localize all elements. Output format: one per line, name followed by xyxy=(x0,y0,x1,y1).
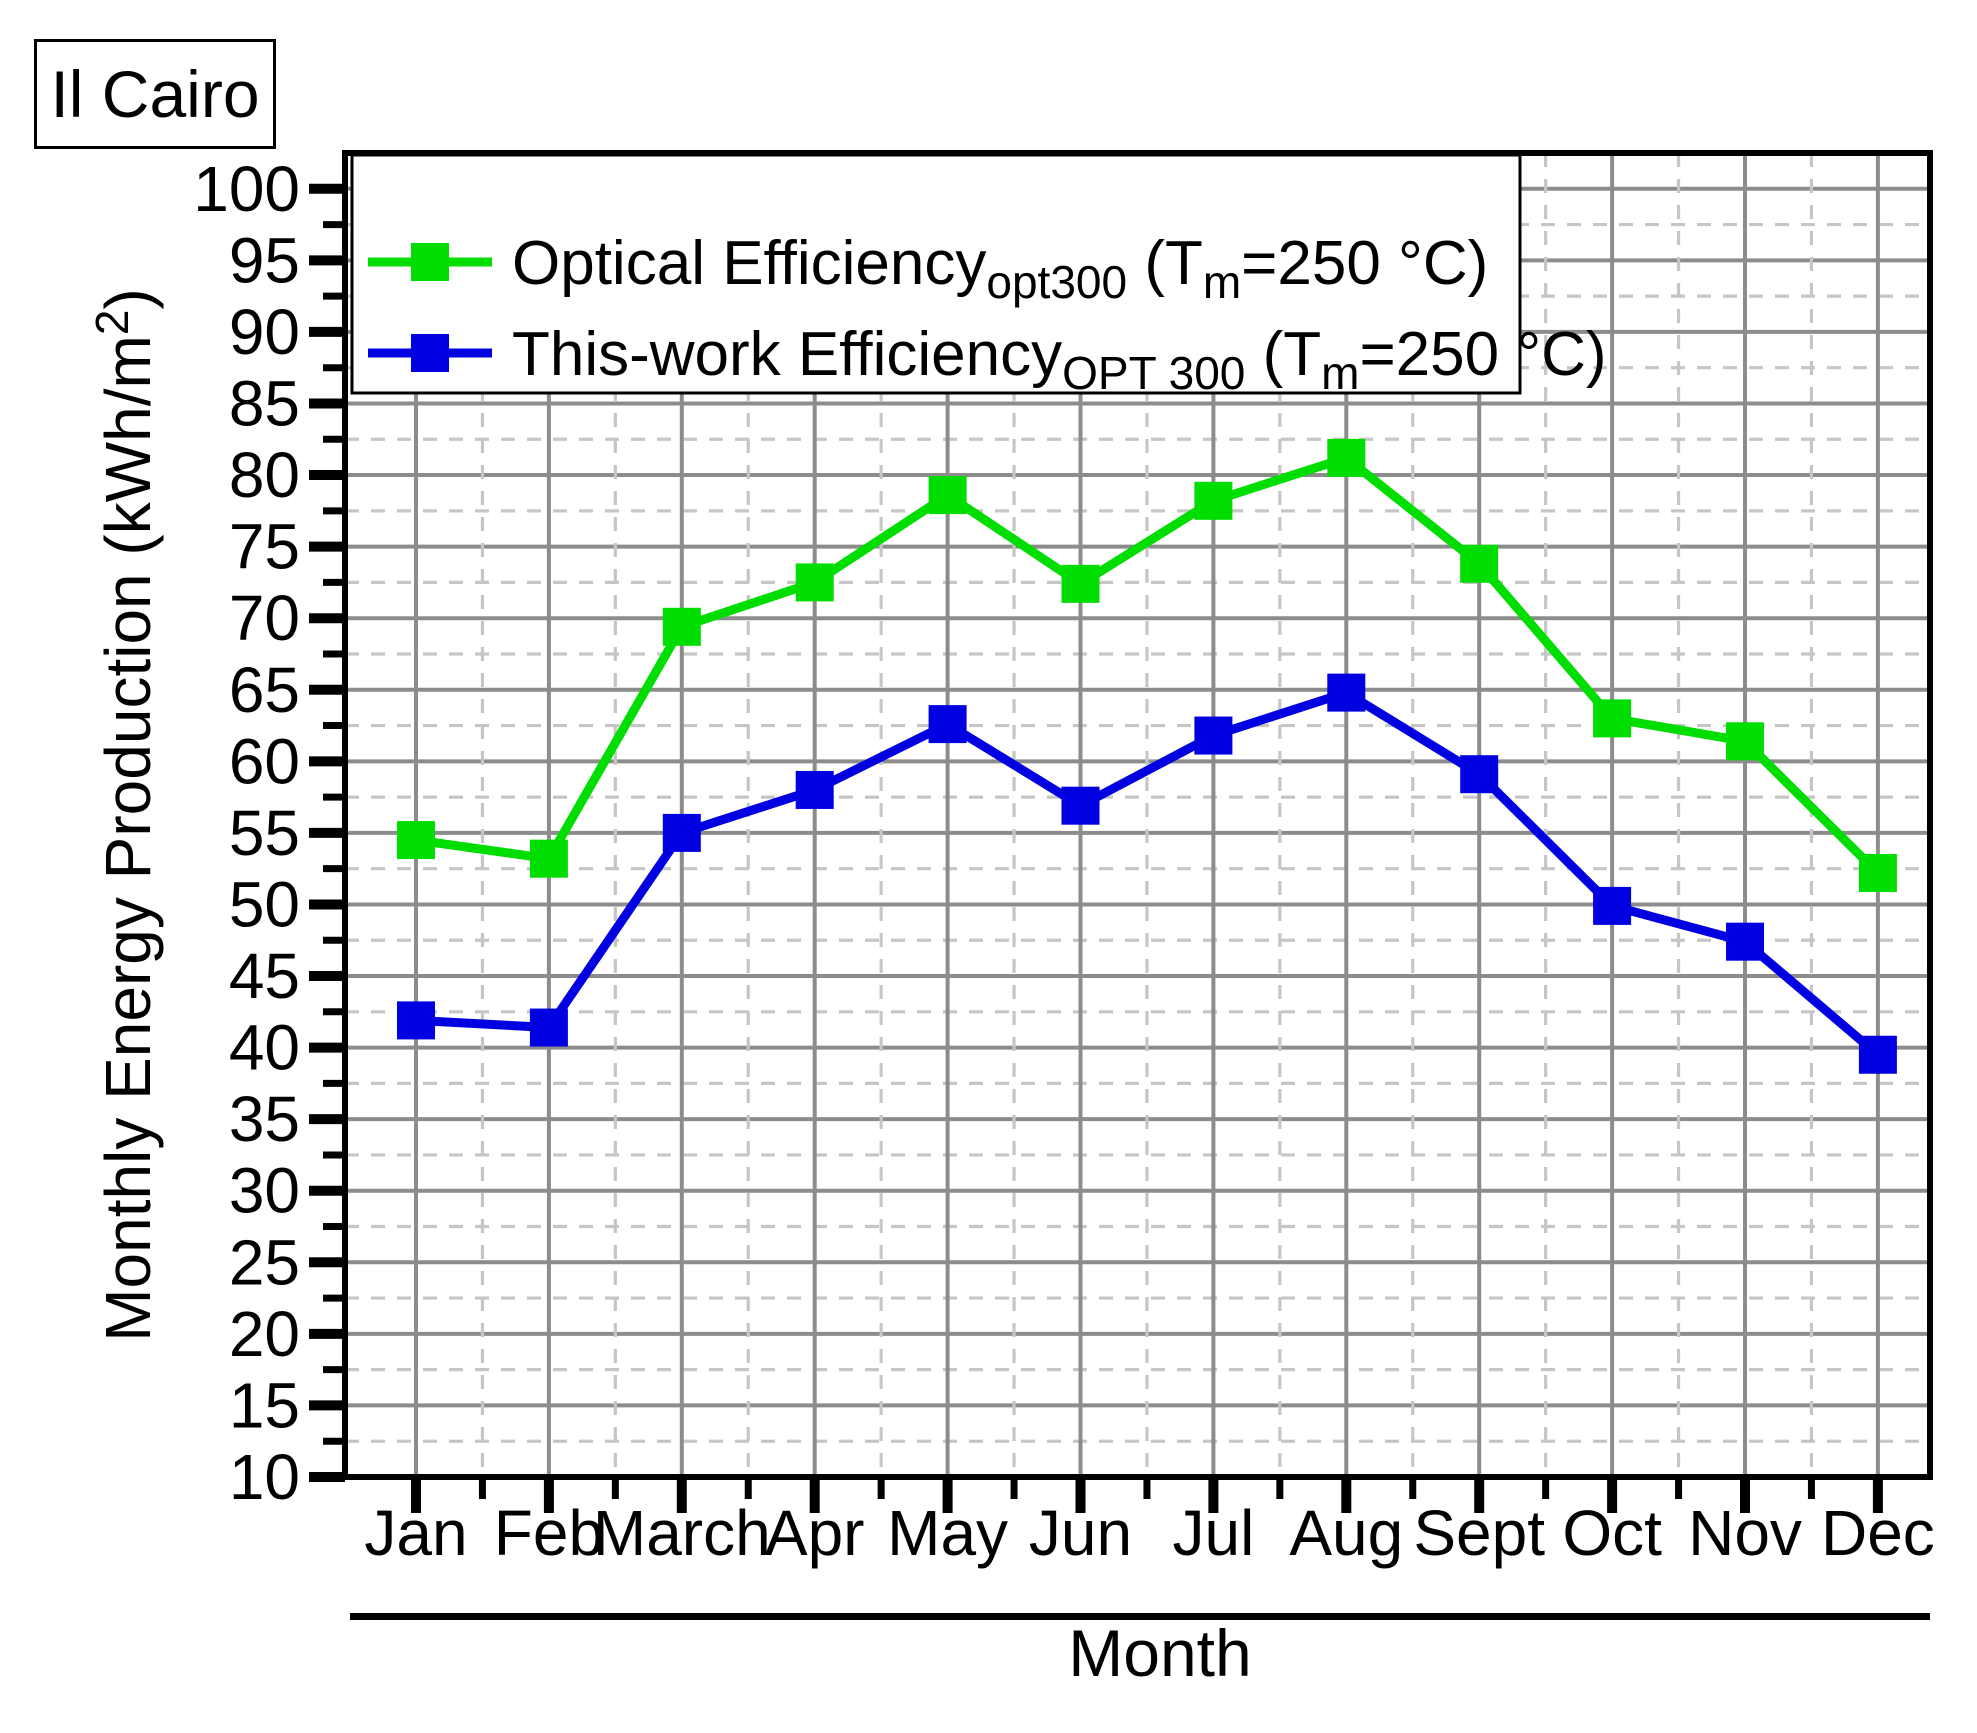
legend-label: Optical Efficiencyopt300 (Tm=250 °C) xyxy=(512,229,1488,308)
y-tick-label: 55 xyxy=(229,797,300,869)
y-tick-label: 20 xyxy=(229,1298,300,1370)
data-point-marker xyxy=(1061,786,1100,825)
data-point-marker xyxy=(1061,564,1100,603)
legend: Optical Efficiencyopt300 (Tm=250 °C) This… xyxy=(350,153,1607,399)
data-point-marker xyxy=(1726,722,1764,761)
plot-frame xyxy=(342,150,1933,1480)
x-axis-label: Month xyxy=(1068,1616,1251,1690)
x-tick-label: Feb xyxy=(494,1497,604,1569)
y-tick-label: 30 xyxy=(229,1155,300,1227)
y-axis-label: Monthly Energy Production (kWh/m2) xyxy=(86,288,164,1342)
data-point-marker xyxy=(795,770,834,809)
data-point-marker xyxy=(1858,853,1897,892)
data-point-marker xyxy=(795,563,834,602)
y-tick-label: 35 xyxy=(229,1083,300,1155)
x-tick-label: Jun xyxy=(1029,1497,1132,1569)
data-point-marker xyxy=(662,813,701,852)
bottom-axis-line xyxy=(350,1613,1930,1620)
y-tick-label: 50 xyxy=(229,868,300,940)
legend-marker-square xyxy=(411,334,449,372)
y-tick-label: 65 xyxy=(229,654,300,726)
x-tick-label: Aug xyxy=(1289,1497,1403,1569)
x-tick-label: Sept xyxy=(1413,1497,1545,1569)
legend-marker-square xyxy=(411,243,449,281)
y-tick-label: 80 xyxy=(229,439,300,511)
y-tick-label: 45 xyxy=(229,940,300,1012)
legend-entry: This-work EfficiencyOPT 300 (Tm=250 °C) xyxy=(368,320,1607,399)
data-point-marker xyxy=(397,821,435,860)
y-tick-label: 90 xyxy=(229,296,300,368)
y-tick-label: 10 xyxy=(229,1441,300,1513)
y-tick-label: 15 xyxy=(229,1369,300,1441)
data-point-marker xyxy=(1858,1035,1897,1074)
y-tick-label: 85 xyxy=(229,367,300,439)
data-point-marker xyxy=(1327,438,1366,477)
legend-box xyxy=(350,153,1522,395)
x-tick-label: Jul xyxy=(1172,1497,1254,1569)
y-tick-label: 60 xyxy=(229,725,300,797)
y-tick-label: 75 xyxy=(229,511,300,583)
y-tick-label: 40 xyxy=(229,1012,300,1084)
data-point-marker xyxy=(397,1001,435,1040)
data-point-marker xyxy=(1593,886,1632,925)
y-tick-label: 100 xyxy=(193,153,300,225)
data-point-marker xyxy=(1327,673,1366,712)
data-point-marker xyxy=(1726,922,1764,961)
data-point-marker xyxy=(529,1008,568,1047)
x-tick-label: Jan xyxy=(364,1497,467,1569)
series-optical xyxy=(397,438,1897,892)
x-tick-label: May xyxy=(887,1497,1008,1569)
data-point-marker xyxy=(1460,544,1499,583)
chart-title: Il Cairo xyxy=(50,57,260,131)
y-tick-label: 70 xyxy=(229,582,300,654)
y-tick-label: 25 xyxy=(229,1226,300,1298)
x-tick-label: Apr xyxy=(765,1497,865,1569)
data-point-marker xyxy=(529,839,568,878)
y-tick-label: 95 xyxy=(229,224,300,296)
x-tick-label: March xyxy=(593,1497,771,1569)
data-point-marker xyxy=(1194,716,1233,755)
x-tick-label: Oct xyxy=(1562,1497,1662,1569)
x-tick-label: Dec xyxy=(1821,1497,1935,1569)
x-tick-label: Nov xyxy=(1688,1497,1802,1569)
legend-label: This-work EfficiencyOPT 300 (Tm=250 °C) xyxy=(512,320,1607,399)
data-point-marker xyxy=(662,607,701,646)
data-series xyxy=(397,438,1897,1074)
series-line xyxy=(415,687,1881,1059)
data-point-marker xyxy=(1194,481,1233,520)
data-point-marker xyxy=(928,476,967,515)
data-point-marker xyxy=(1460,755,1499,794)
chart-title-box: Il Cairo xyxy=(34,39,276,149)
series-this-work xyxy=(397,673,1897,1074)
series-line xyxy=(415,452,1882,877)
axis-ticks xyxy=(309,183,1883,1513)
data-point-marker xyxy=(1593,699,1632,738)
legend-entry: Optical Efficiencyopt300 (Tm=250 °C) xyxy=(368,229,1488,308)
data-point-marker xyxy=(928,705,967,744)
gridlines xyxy=(345,153,1930,1477)
